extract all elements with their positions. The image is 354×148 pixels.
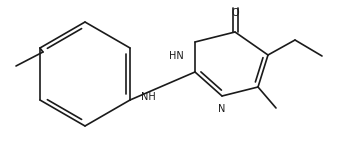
Text: O: O (231, 8, 239, 18)
Text: HN: HN (169, 51, 184, 61)
Text: N: N (218, 104, 226, 114)
Text: NH: NH (141, 92, 155, 102)
